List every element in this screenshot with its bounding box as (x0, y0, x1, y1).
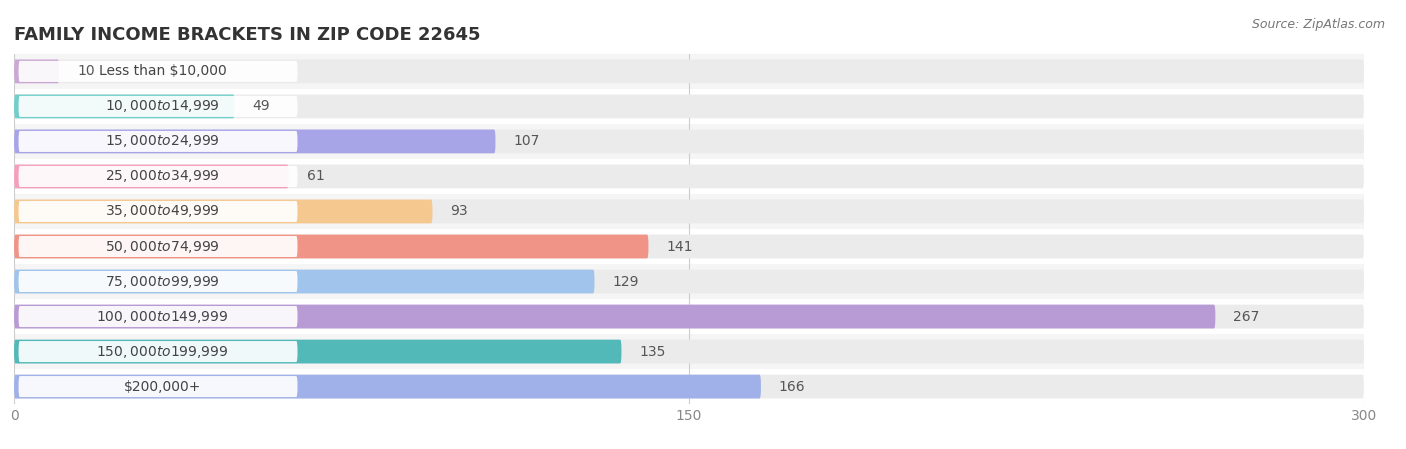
Text: $35,000 to $49,999: $35,000 to $49,999 (105, 203, 219, 220)
Text: 141: 141 (666, 239, 693, 254)
Text: FAMILY INCOME BRACKETS IN ZIP CODE 22645: FAMILY INCOME BRACKETS IN ZIP CODE 22645 (14, 26, 481, 44)
FancyBboxPatch shape (18, 61, 298, 82)
FancyBboxPatch shape (14, 234, 648, 259)
FancyBboxPatch shape (14, 94, 235, 119)
FancyBboxPatch shape (14, 264, 1364, 299)
Text: $150,000 to $199,999: $150,000 to $199,999 (97, 343, 229, 360)
FancyBboxPatch shape (18, 306, 298, 327)
Text: 129: 129 (613, 274, 638, 289)
Text: $25,000 to $34,999: $25,000 to $34,999 (105, 168, 219, 185)
Text: Less than $10,000: Less than $10,000 (98, 64, 226, 79)
FancyBboxPatch shape (14, 304, 1215, 329)
FancyBboxPatch shape (14, 124, 1364, 159)
FancyBboxPatch shape (14, 339, 1364, 364)
Text: 166: 166 (779, 379, 806, 394)
FancyBboxPatch shape (18, 131, 298, 152)
FancyBboxPatch shape (14, 199, 433, 224)
FancyBboxPatch shape (18, 271, 298, 292)
FancyBboxPatch shape (14, 59, 1364, 84)
Text: $10,000 to $14,999: $10,000 to $14,999 (105, 98, 219, 114)
Text: $50,000 to $74,999: $50,000 to $74,999 (105, 238, 219, 255)
FancyBboxPatch shape (14, 334, 1364, 369)
FancyBboxPatch shape (18, 376, 298, 397)
Text: 49: 49 (253, 99, 270, 114)
Text: 135: 135 (640, 344, 666, 359)
FancyBboxPatch shape (14, 374, 761, 399)
FancyBboxPatch shape (14, 299, 1364, 334)
Text: 10: 10 (77, 64, 94, 79)
Text: Source: ZipAtlas.com: Source: ZipAtlas.com (1251, 18, 1385, 31)
Text: 61: 61 (307, 169, 325, 184)
FancyBboxPatch shape (14, 94, 1364, 119)
FancyBboxPatch shape (14, 159, 1364, 194)
FancyBboxPatch shape (14, 229, 1364, 264)
FancyBboxPatch shape (14, 194, 1364, 229)
FancyBboxPatch shape (14, 129, 1364, 154)
FancyBboxPatch shape (18, 166, 298, 187)
FancyBboxPatch shape (14, 129, 495, 154)
FancyBboxPatch shape (14, 269, 1364, 294)
FancyBboxPatch shape (14, 304, 1364, 329)
Text: 93: 93 (450, 204, 468, 219)
FancyBboxPatch shape (18, 341, 298, 362)
Text: 107: 107 (513, 134, 540, 149)
FancyBboxPatch shape (18, 236, 298, 257)
FancyBboxPatch shape (14, 234, 1364, 259)
Text: $15,000 to $24,999: $15,000 to $24,999 (105, 133, 219, 150)
FancyBboxPatch shape (14, 374, 1364, 399)
FancyBboxPatch shape (14, 269, 595, 294)
FancyBboxPatch shape (14, 59, 59, 84)
Text: 267: 267 (1233, 309, 1260, 324)
FancyBboxPatch shape (14, 199, 1364, 224)
FancyBboxPatch shape (14, 164, 288, 189)
FancyBboxPatch shape (14, 54, 1364, 89)
Text: $75,000 to $99,999: $75,000 to $99,999 (105, 273, 219, 290)
FancyBboxPatch shape (14, 339, 621, 364)
FancyBboxPatch shape (14, 89, 1364, 124)
Text: $100,000 to $149,999: $100,000 to $149,999 (97, 308, 229, 325)
Text: $200,000+: $200,000+ (124, 379, 201, 394)
FancyBboxPatch shape (18, 96, 298, 117)
FancyBboxPatch shape (14, 164, 1364, 189)
FancyBboxPatch shape (18, 201, 298, 222)
FancyBboxPatch shape (14, 369, 1364, 404)
